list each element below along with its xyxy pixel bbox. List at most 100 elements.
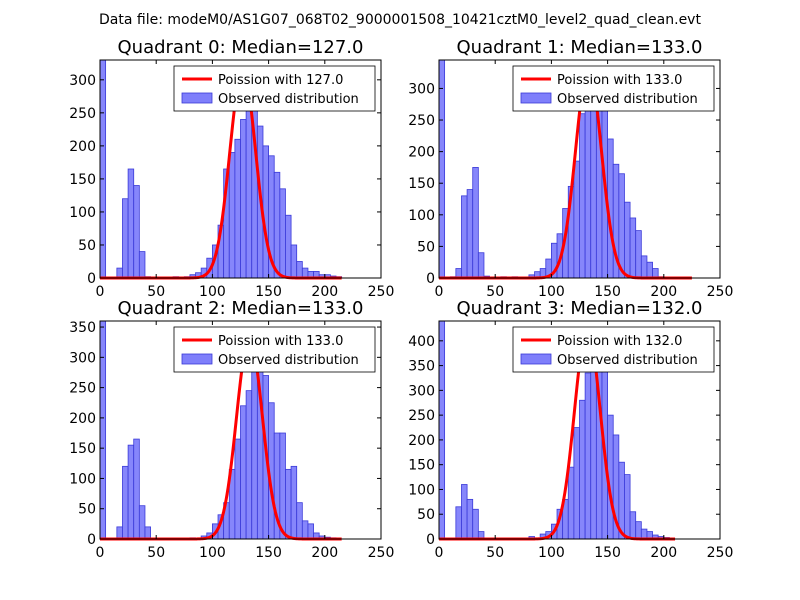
legend-observed-swatch: [181, 353, 213, 365]
histogram-bar: [590, 81, 597, 278]
legend-box: [512, 326, 715, 373]
legend-observed-label: Observed distribution: [218, 92, 359, 107]
histogram-bar: [273, 171, 281, 278]
legend-observed-label: Observed distribution: [218, 353, 359, 368]
histogram-bar: [646, 261, 653, 278]
y-tick-label: 200: [69, 411, 96, 427]
y-tick-label: 150: [408, 176, 435, 192]
y-tick-label: 250: [69, 381, 96, 397]
histogram-bar: [477, 252, 485, 278]
histogram-bar: [100, 321, 107, 539]
histogram-bar: [624, 474, 631, 539]
chart-title: Quadrant 0: Median=127.0: [118, 37, 364, 58]
y-tick-label: 350: [408, 359, 435, 375]
chart-legend: Poission with 127.0 Observed distribution: [173, 65, 376, 112]
x-tick-label: 250: [707, 284, 734, 300]
axes-frame: [438, 59, 721, 279]
y-tick-label: 50: [417, 507, 435, 523]
histogram-bar: [301, 520, 309, 539]
y-tick-label: 250: [408, 113, 435, 129]
histogram-bar: [439, 60, 446, 278]
legend-poisson-label: Poission with 133.0: [557, 73, 682, 88]
x-tick-label: 200: [311, 545, 338, 561]
y-tick-label: 50: [417, 239, 435, 255]
histogram-bar: [127, 168, 135, 278]
y-tick-label: 300: [408, 81, 435, 97]
histogram-bar: [234, 438, 241, 539]
y-tick-label: 250: [69, 106, 96, 122]
x-tick-label: 0: [96, 284, 105, 300]
histogram-bar: [466, 498, 474, 539]
y-tick-label: 0: [426, 271, 435, 287]
histogram-bar: [618, 173, 625, 278]
chart-legend: Poission with 132.0 Observed distribution: [512, 326, 715, 373]
y-tick-label: 50: [78, 502, 96, 518]
histogram-bar: [290, 244, 298, 278]
x-tick-label: 150: [255, 545, 282, 561]
y-tick-label: 100: [69, 205, 96, 221]
y-tick-label: 300: [408, 383, 435, 399]
legend-poisson-label: Poission with 133.0: [218, 334, 343, 349]
chart-title: Quadrant 3: Median=132.0: [457, 298, 703, 319]
legend-poisson-label: Poission with 132.0: [557, 334, 682, 349]
y-tick-label: 0: [87, 532, 96, 548]
x-tick-label: 150: [594, 284, 621, 300]
histogram-bar: [461, 195, 468, 278]
histogram-bar: [240, 405, 247, 539]
histogram-bar: [245, 390, 253, 539]
histogram-bar: [635, 521, 642, 539]
histogram-bar: [296, 502, 303, 539]
histogram-bar: [296, 261, 303, 278]
histogram-bar: [138, 251, 146, 278]
y-tick-label: 400: [408, 334, 435, 350]
histogram-bar: [624, 201, 631, 278]
x-tick-label: 200: [650, 284, 677, 300]
histogram-bar: [285, 214, 292, 278]
histogram-bar: [240, 119, 247, 278]
histogram-bar: [133, 438, 140, 539]
x-tick-label: 250: [368, 284, 395, 300]
y-tick-label: 250: [408, 408, 435, 424]
y-tick-label: 0: [426, 532, 435, 548]
x-tick-label: 200: [311, 284, 338, 300]
legend-box: [173, 65, 376, 112]
x-tick-label: 100: [538, 284, 565, 300]
histogram-bar: [640, 255, 648, 278]
quadrant-1-panel: 0 50 100 150 200 250 0 50 100 150 200 250 300 Quadran…: [408, 37, 733, 300]
x-tick-label: 150: [255, 284, 282, 300]
x-tick-label: 0: [96, 545, 105, 561]
histogram-bar: [584, 97, 592, 278]
x-tick-label: 50: [147, 284, 165, 300]
histogram-bar: [584, 372, 592, 539]
histogram-bar: [461, 484, 468, 539]
quadrant-0-panel: 0 50 100 150 200 250 0 50 100 150 200 250 300 Quadran…: [69, 37, 394, 300]
y-tick-label: 100: [69, 471, 96, 487]
histogram-bar: [579, 399, 586, 539]
x-tick-label: 250: [368, 545, 395, 561]
histogram-bar: [579, 113, 586, 278]
histogram-bar: [100, 60, 107, 278]
y-tick-label: 350: [69, 320, 96, 336]
x-tick-label: 100: [199, 284, 226, 300]
histogram-bar: [439, 321, 446, 539]
y-tick-label: 100: [408, 208, 435, 224]
y-tick-label: 150: [69, 172, 96, 188]
chart-title: Quadrant 1: Median=133.0: [457, 37, 703, 58]
chart-legend: Poission with 133.0 Observed distribution: [173, 326, 376, 373]
y-tick-label: 200: [408, 433, 435, 449]
y-tick-label: 300: [69, 350, 96, 366]
x-tick-label: 200: [650, 545, 677, 561]
legend-observed-swatch: [181, 92, 213, 104]
y-tick-label: 0: [87, 271, 96, 287]
x-tick-label: 0: [435, 545, 444, 561]
y-tick-label: 50: [78, 238, 96, 254]
histogram-bar: [279, 188, 286, 278]
legend-observed-label: Observed distribution: [557, 92, 698, 107]
legend-box: [512, 65, 715, 112]
chart-title: Quadrant 2: Median=133.0: [118, 298, 364, 319]
legend-observed-swatch: [520, 353, 552, 365]
legend-poisson-label: Poission with 127.0: [218, 73, 343, 88]
histogram-bar: [122, 465, 129, 539]
histogram-bar: [228, 152, 236, 278]
